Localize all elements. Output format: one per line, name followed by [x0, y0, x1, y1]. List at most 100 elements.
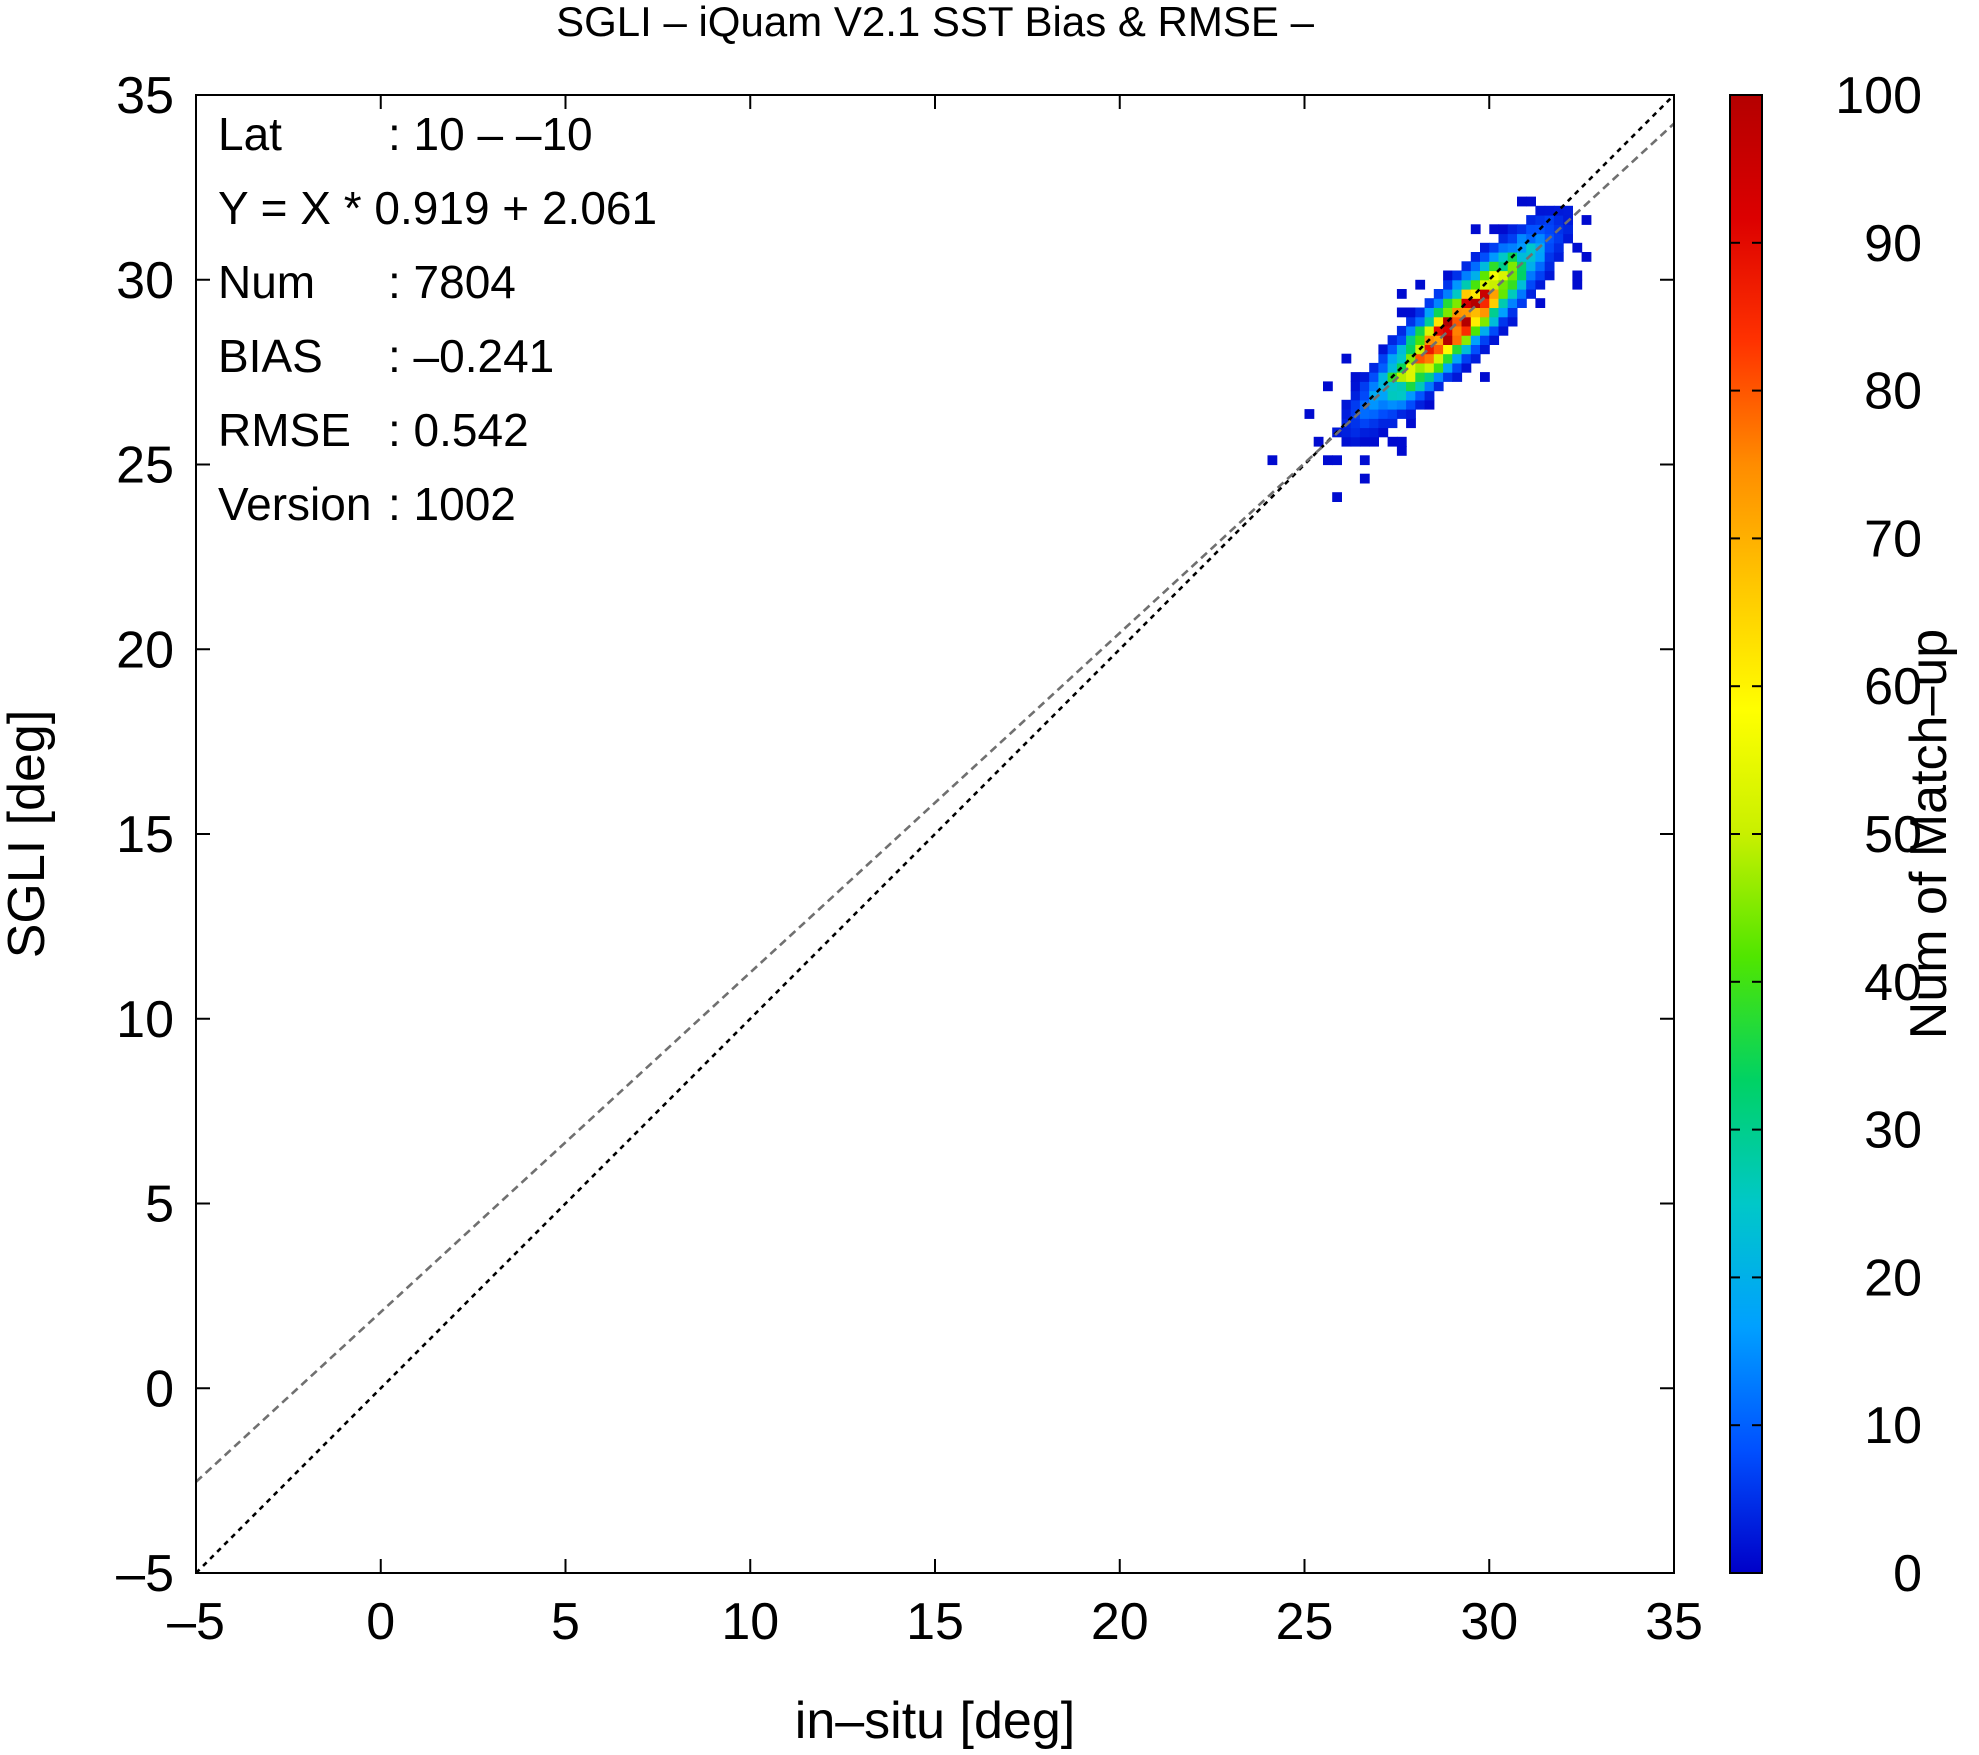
density-cell: [1489, 289, 1500, 299]
density-cell: [1498, 307, 1509, 318]
density-cell: [1517, 252, 1527, 262]
density-cell: [1498, 224, 1509, 235]
density-cell: [1406, 344, 1416, 355]
density-cell: [1470, 344, 1481, 355]
density-cell: [1424, 381, 1435, 392]
density-cell: [1461, 362, 1472, 373]
density-cell: [1396, 409, 1407, 419]
density-cell: [1369, 390, 1379, 401]
density-cell: [1396, 372, 1407, 382]
y-tick-label: 10: [116, 991, 174, 1049]
density-cell: [1563, 205, 1573, 216]
density-cell: [1387, 436, 1398, 447]
density-cell: [1480, 270, 1490, 281]
density-cell: [1452, 279, 1463, 290]
density-cell: [1461, 279, 1472, 290]
density-cell: [1452, 344, 1463, 355]
density-cell: [1480, 325, 1490, 336]
density-cell: [1480, 307, 1490, 318]
density-cell: [1359, 372, 1370, 382]
density-cell: [1396, 436, 1407, 447]
y-tick-label: 25: [116, 437, 174, 495]
density-cell: [1415, 335, 1426, 345]
density-cell: [1359, 390, 1370, 401]
density-cell: [1517, 196, 1527, 207]
density-cell: [1341, 409, 1352, 419]
density-cell: [1470, 325, 1481, 336]
density-cell: [1489, 335, 1500, 345]
density-cell: [1415, 372, 1426, 382]
density-cell: [1396, 289, 1407, 299]
density-cell: [1406, 409, 1416, 419]
density-cell: [1332, 455, 1342, 466]
density-cell: [1433, 362, 1444, 373]
density-cell: [1553, 233, 1564, 244]
density-cell: [1517, 224, 1527, 235]
density-cell: [1406, 353, 1416, 364]
density-cell: [1572, 270, 1583, 281]
stat-value: : 0.542: [388, 404, 529, 456]
density-cell: [1378, 418, 1389, 429]
density-cell: [1517, 279, 1527, 290]
x-axis-label: in–situ [deg]: [795, 1692, 1075, 1750]
density-cell: [1424, 399, 1435, 410]
density-cell: [1350, 381, 1361, 392]
density-cell: [1489, 316, 1500, 327]
one-to-one-line: [196, 95, 1674, 1573]
density-cell: [1424, 325, 1435, 336]
density-cell: [1461, 325, 1472, 336]
density-cell: [1507, 261, 1518, 272]
density-cell: [1526, 252, 1536, 262]
density-cell: [1406, 381, 1416, 392]
colorbar-tick-label: 10: [1864, 1397, 1922, 1455]
density-cell: [1572, 279, 1583, 290]
density-cell: [1489, 270, 1500, 281]
density-cell: [1461, 261, 1472, 272]
density-cell: [1378, 362, 1389, 373]
colorbar-label: Num of Match–up: [1900, 629, 1958, 1039]
density-cell: [1517, 298, 1527, 308]
density-cell: [1415, 381, 1426, 392]
density-cell: [1341, 353, 1352, 364]
density-cell: [1498, 298, 1509, 308]
density-cell: [1433, 381, 1444, 392]
density-cell: [1581, 252, 1592, 262]
density-cell: [1341, 436, 1352, 447]
density-cell: [1461, 316, 1472, 327]
density-cell: [1526, 261, 1536, 272]
colorbar-tick-label: 50: [1864, 806, 1922, 864]
density-cell: [1369, 436, 1379, 447]
density-cell: [1359, 409, 1370, 419]
density-cell: [1443, 298, 1453, 308]
density-cell: [1489, 242, 1500, 253]
density-cell: [1452, 353, 1463, 364]
density-cell: [1424, 353, 1435, 364]
density-cell: [1452, 316, 1463, 327]
density-cell: [1517, 261, 1527, 272]
density-cell: [1433, 298, 1444, 308]
y-tick-label: –5: [116, 1545, 174, 1603]
density-cell: [1526, 215, 1536, 225]
density-cell: [1553, 215, 1564, 225]
x-tick-label: 30: [1460, 1593, 1518, 1651]
stat-value: : 10 – –10: [388, 108, 593, 160]
density-cell: [1470, 335, 1481, 345]
density-cell: [1433, 316, 1444, 327]
density-cell: [1406, 316, 1416, 327]
density-cell: [1480, 316, 1490, 327]
density-cell: [1507, 224, 1518, 235]
density-cell: [1415, 353, 1426, 364]
density-cell: [1350, 409, 1361, 419]
chart-title: SGLI – iQuam V2.1 SST Bias & RMSE –: [556, 0, 1315, 45]
density-cell: [1415, 279, 1426, 290]
stat-label: Y = X * 0.919 + 2.061: [218, 182, 657, 234]
density-cell: [1452, 335, 1463, 345]
colorbar-tick-label: 60: [1864, 658, 1922, 716]
density-cell: [1498, 289, 1509, 299]
density-cell: [1415, 325, 1426, 336]
density-cell: [1415, 399, 1426, 410]
density-cell: [1406, 325, 1416, 336]
density-cell: [1517, 270, 1527, 281]
density-cell: [1480, 298, 1490, 308]
density-cell: [1378, 353, 1389, 364]
